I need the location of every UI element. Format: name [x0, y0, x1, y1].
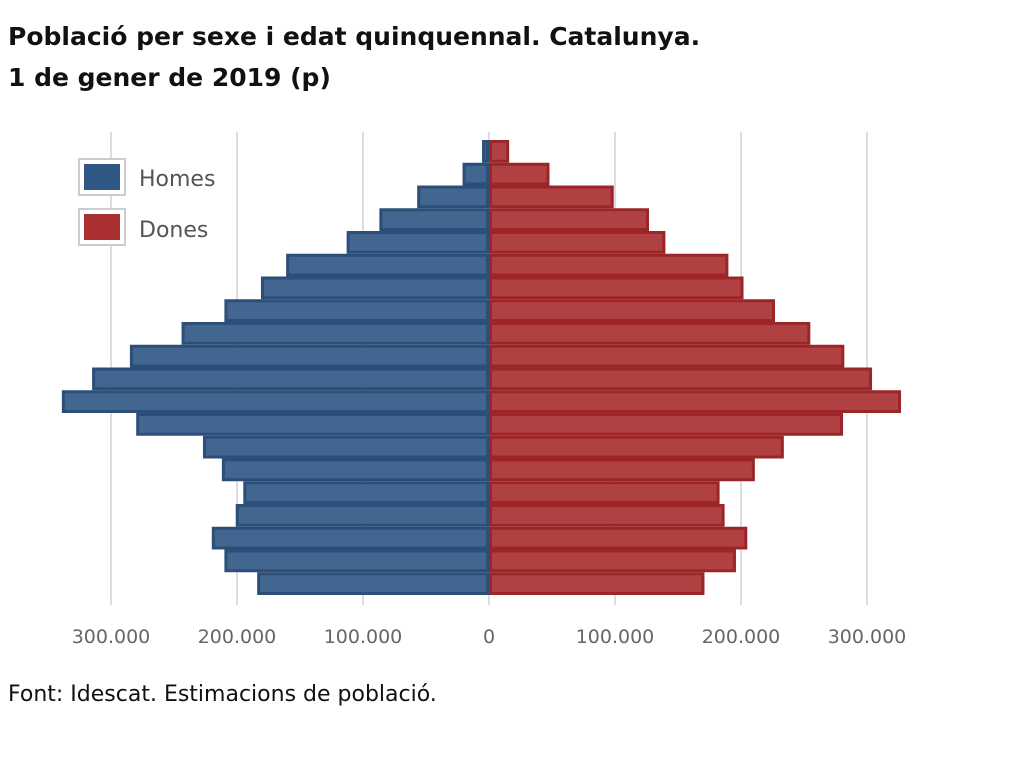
bar-homes-25-29[interactable]: [221, 458, 489, 482]
legend: Homes Dones: [78, 158, 215, 246]
x-tick-label: 100.000: [324, 626, 403, 648]
bar-dones-95+[interactable]: [489, 140, 510, 163]
bar-dones-60-64[interactable]: [489, 299, 776, 322]
title-line-2: 1 de gener de 2019 (p): [8, 63, 331, 92]
bar-dones-65-69[interactable]: [489, 276, 744, 300]
bar-homes-75-79[interactable]: [346, 231, 489, 254]
bar-homes-85-89[interactable]: [417, 185, 489, 209]
legend-label-homes: Homes: [139, 167, 215, 192]
x-tick-label: 300.000: [72, 626, 151, 648]
bar-homes-70-74[interactable]: [286, 253, 490, 277]
bar-homes-65-69[interactable]: [260, 276, 489, 300]
bar-dones-5-9[interactable]: [489, 549, 736, 573]
bar-dones-45-49[interactable]: [489, 367, 873, 391]
bar-dones-30-34[interactable]: [489, 435, 784, 459]
bar-homes-90-94[interactable]: [462, 162, 490, 186]
x-tick-label: 0: [483, 626, 495, 648]
bar-dones-50-54[interactable]: [489, 344, 845, 368]
bar-dones-0-4[interactable]: [489, 572, 705, 595]
x-tick-label: 200.000: [198, 626, 277, 648]
bar-dones-35-39[interactable]: [489, 413, 844, 436]
source-note: Font: Idescat. Estimacions de població.: [8, 682, 437, 707]
bar-dones-40-44[interactable]: [489, 390, 902, 413]
bar-dones-85-89[interactable]: [489, 185, 614, 209]
legend-swatch-homes: [84, 164, 120, 190]
bar-homes-35-39[interactable]: [136, 413, 489, 436]
x-tick-label: 100.000: [576, 626, 655, 648]
title-line-1: Població per sexe i edat quinquennal. Ca…: [8, 22, 701, 51]
x-tick-label: 200.000: [702, 626, 781, 648]
bar-homes-20-24[interactable]: [243, 481, 489, 504]
chart-title: Població per sexe i edat quinquennal. Ca…: [8, 16, 700, 98]
bar-homes-95+[interactable]: [482, 140, 490, 163]
bar-homes-40-44[interactable]: [61, 390, 490, 413]
bar-homes-60-64[interactable]: [224, 299, 489, 322]
bar-dones-10-14[interactable]: [489, 526, 748, 550]
bar-homes-50-54[interactable]: [129, 344, 489, 368]
bar-homes-55-59[interactable]: [181, 322, 489, 345]
bar-dones-70-74[interactable]: [489, 253, 729, 277]
bar-dones-80-84[interactable]: [489, 208, 650, 231]
bar-dones-90-94[interactable]: [489, 162, 550, 186]
bar-dones-55-59[interactable]: [489, 322, 811, 345]
bar-dones-25-29[interactable]: [489, 458, 755, 482]
bar-dones-75-79[interactable]: [489, 231, 666, 254]
bar-homes-30-34[interactable]: [202, 435, 489, 459]
legend-label-dones: Dones: [139, 218, 208, 243]
bar-homes-45-49[interactable]: [92, 367, 489, 391]
bar-homes-80-84[interactable]: [379, 208, 490, 231]
bar-homes-10-14[interactable]: [211, 526, 490, 550]
x-tick-label: 300.000: [828, 626, 907, 648]
bar-dones-15-19[interactable]: [489, 504, 725, 527]
legend-swatch-dones: [84, 214, 120, 240]
bar-homes-0-4[interactable]: [257, 572, 489, 595]
bar-dones-20-24[interactable]: [489, 481, 720, 504]
bar-homes-15-19[interactable]: [235, 504, 489, 527]
bar-homes-5-9[interactable]: [224, 549, 489, 573]
